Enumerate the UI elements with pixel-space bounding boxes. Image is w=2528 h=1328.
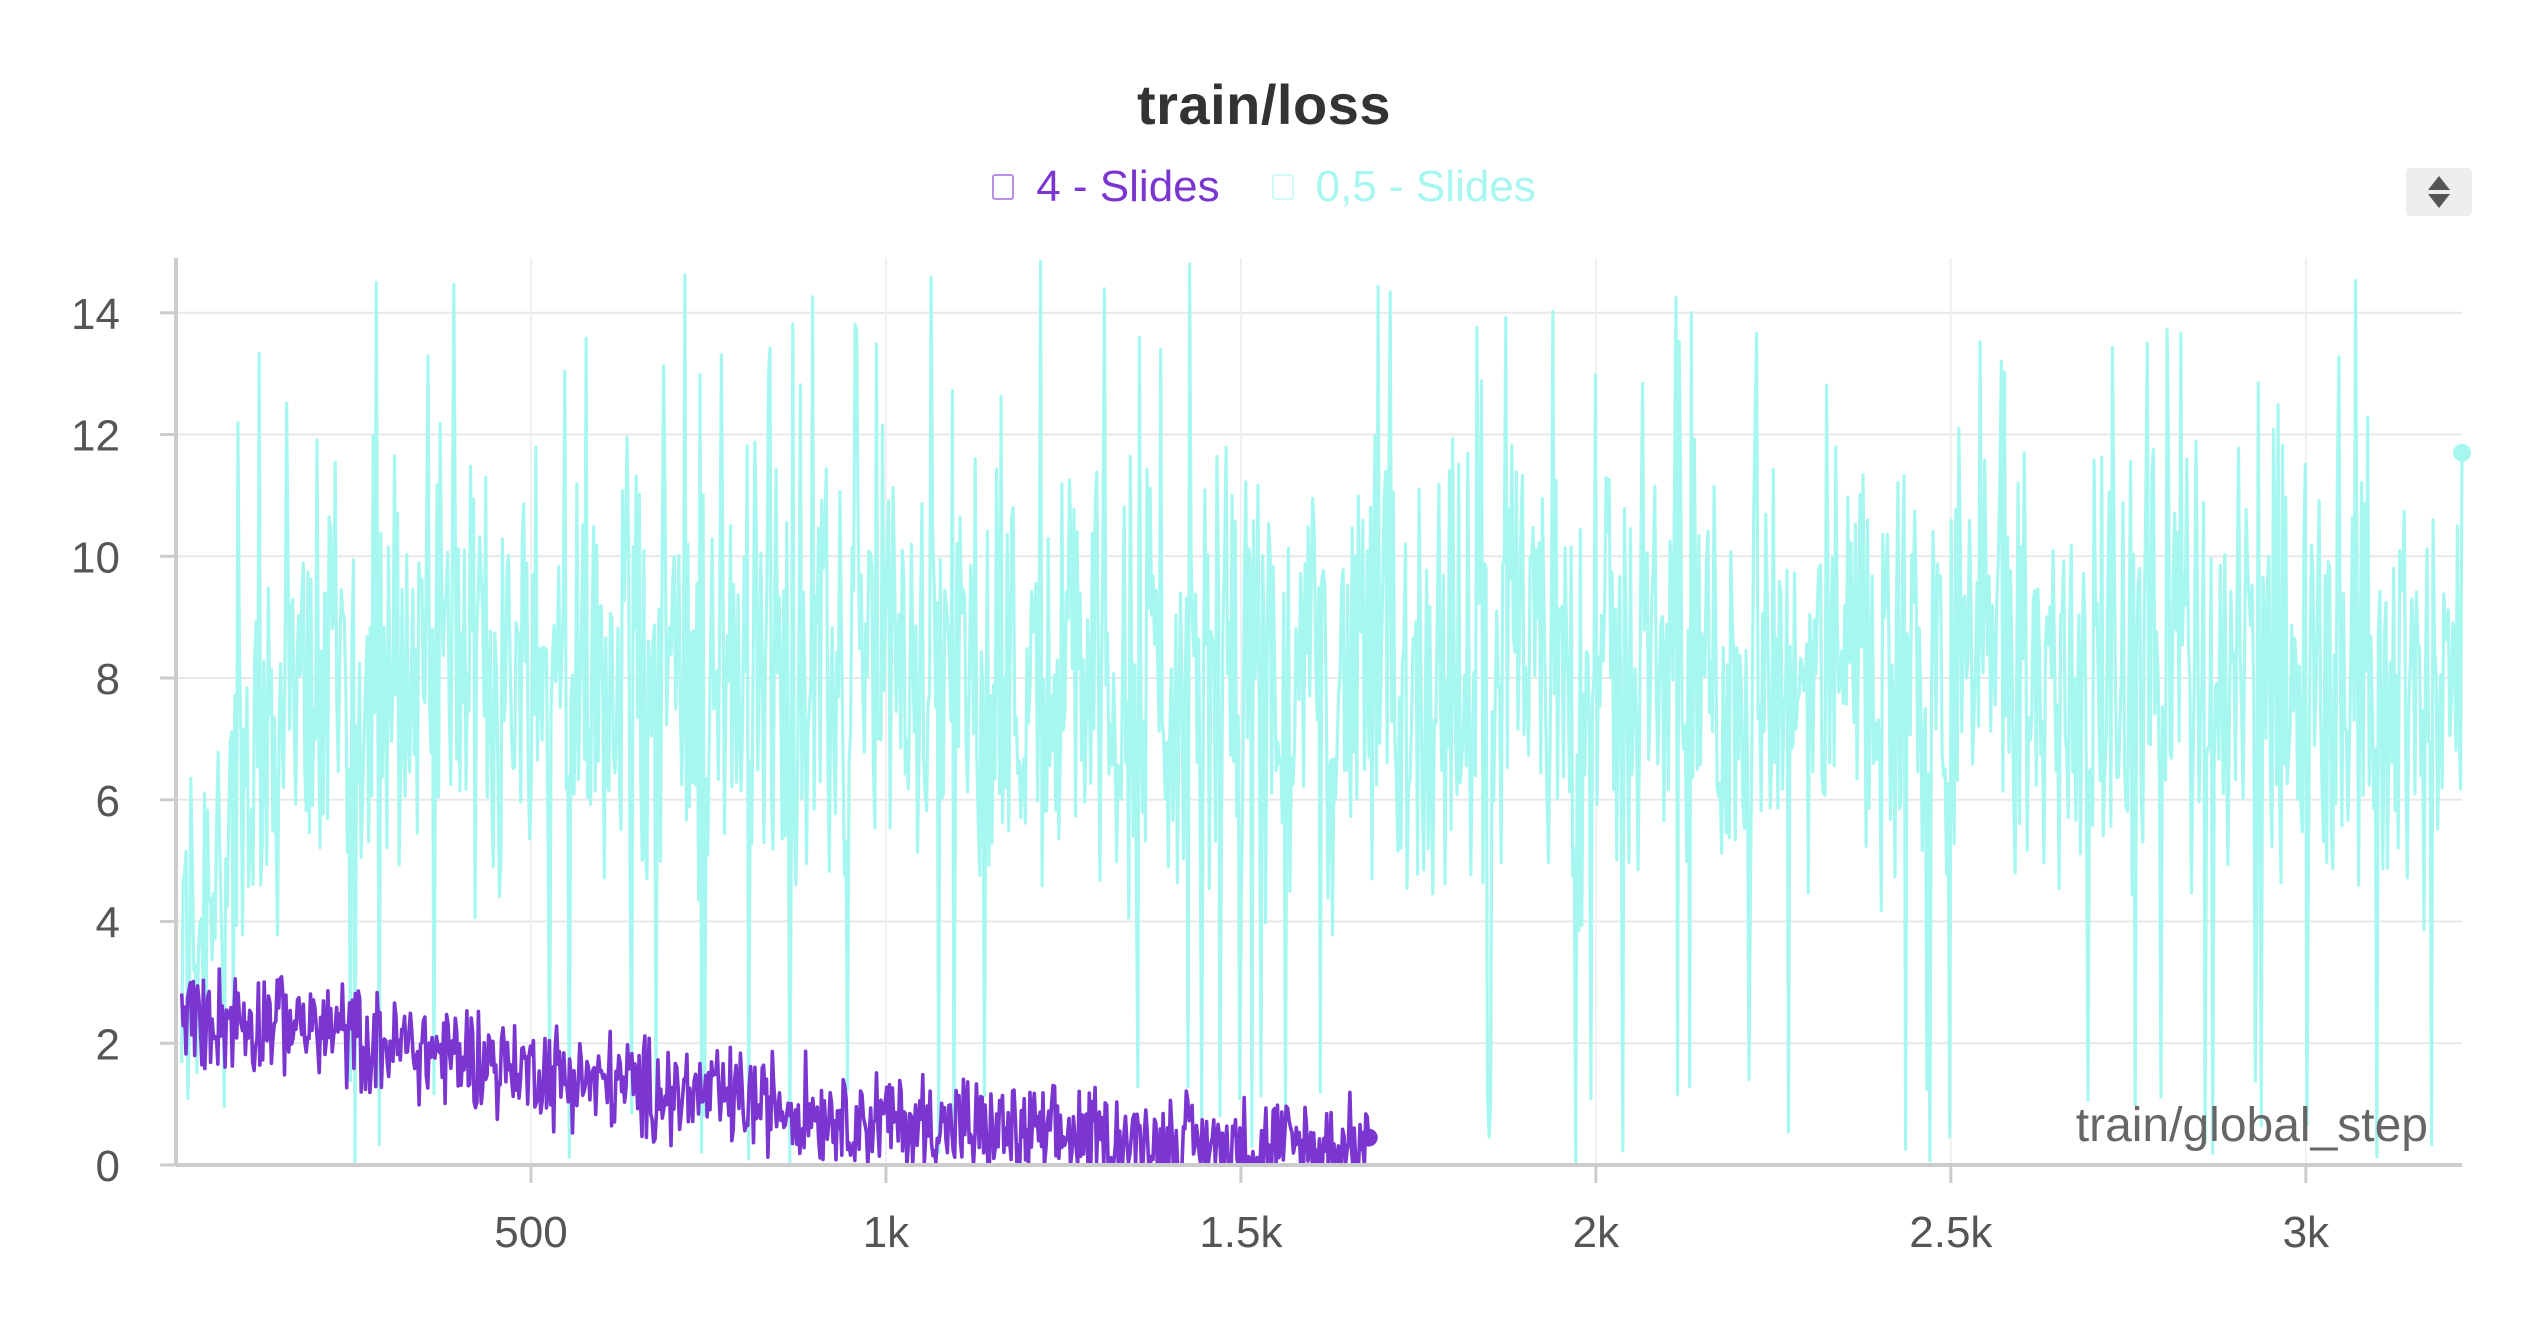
sort-arrows-icon[interactable] [2406,168,2472,216]
series-line-4-slides [179,967,1371,1167]
x-tick-label: 500 [494,1208,567,1257]
x-tick-label: 1k [863,1208,910,1257]
x-tick-label: 1.5k [1199,1208,1283,1257]
y-tick-label: 6 [96,777,120,826]
legend-label-05-slides: 0,5 - Slides [1315,162,1536,211]
y-tick-label: 4 [96,899,120,948]
legend-label-4-slides: 4 - Slides [1036,162,1220,211]
legend-entry-05-slides[interactable]: 0,5 - Slides [1271,162,1536,212]
legend: 4 - Slides 0,5 - Slides [0,162,2528,212]
sort-down-arrow-icon [2428,194,2450,208]
legend-swatch-05-slides [1271,174,1294,200]
x-tick-label: 3k [2283,1208,2330,1257]
legend-entry-4-slides[interactable]: 4 - Slides [992,162,1220,212]
y-tick-label: 2 [96,1020,120,1069]
y-tick-label: 14 [71,290,120,339]
y-tick-label: 8 [96,655,120,704]
series-end-point-05-slides [2453,443,2471,462]
legend-swatch-4-slides [992,174,1015,200]
x-tick-label: 2k [1573,1208,1620,1257]
series-end-point-4-slides [1359,1128,1378,1147]
sort-up-arrow-icon [2428,176,2450,190]
y-tick-label: 10 [71,533,120,582]
x-tick-label: 2.5k [1909,1208,1993,1257]
series-line-05-slides [180,259,2464,1165]
x-axis-label: train/global_step [2076,1099,2428,1152]
y-tick-label: 12 [71,412,120,461]
chart-title: train/loss [1137,73,1391,136]
y-tick-label: 0 [96,1142,120,1191]
